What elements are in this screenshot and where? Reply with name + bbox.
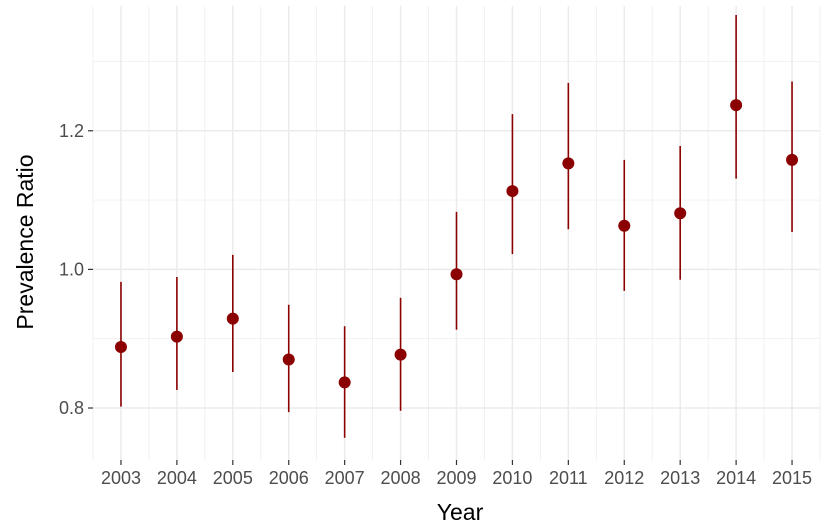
point-2005 xyxy=(226,312,239,325)
point-2014 xyxy=(730,99,743,112)
x-tick-label: 2012 xyxy=(604,468,644,488)
x-tick-label: 2007 xyxy=(325,468,365,488)
series-points-with-error-bars xyxy=(114,15,799,438)
point-2010 xyxy=(506,185,519,198)
point-2007 xyxy=(338,376,351,389)
point-2004 xyxy=(170,330,183,343)
x-tick-label: 2014 xyxy=(716,468,756,488)
x-tick-label: 2003 xyxy=(101,468,141,488)
x-axis-ticks: 2003 2004 2005 2006 2007 2008 2009 2010 2011 2012… xyxy=(101,460,812,488)
y-axis-title: Prevalence Ratio xyxy=(12,154,38,329)
x-tick-label: 2010 xyxy=(492,468,532,488)
x-tick-label: 2004 xyxy=(157,468,197,488)
x-tick-label: 2008 xyxy=(381,468,421,488)
x-axis-title: Year xyxy=(437,499,484,523)
y-axis-ticks: 0.8 1.0 1.2 xyxy=(59,121,93,418)
x-tick-label: 2013 xyxy=(660,468,700,488)
point-2006 xyxy=(282,353,295,366)
y-tick-label: 1.0 xyxy=(59,259,84,279)
x-tick-label: 2005 xyxy=(213,468,253,488)
point-2015 xyxy=(786,153,799,166)
x-tick-label: 2011 xyxy=(549,468,588,488)
point-2011 xyxy=(562,157,575,170)
point-2003 xyxy=(114,341,127,354)
x-tick-label: 2006 xyxy=(269,468,309,488)
x-tick-label: 2015 xyxy=(772,468,812,488)
y-tick-label: 1.2 xyxy=(59,121,84,141)
point-2009 xyxy=(450,268,463,281)
x-tick-label: 2009 xyxy=(436,468,476,488)
point-2008 xyxy=(394,348,407,361)
point-2012 xyxy=(618,219,631,232)
y-tick-label: 0.8 xyxy=(59,398,84,418)
point-2013 xyxy=(674,207,687,220)
